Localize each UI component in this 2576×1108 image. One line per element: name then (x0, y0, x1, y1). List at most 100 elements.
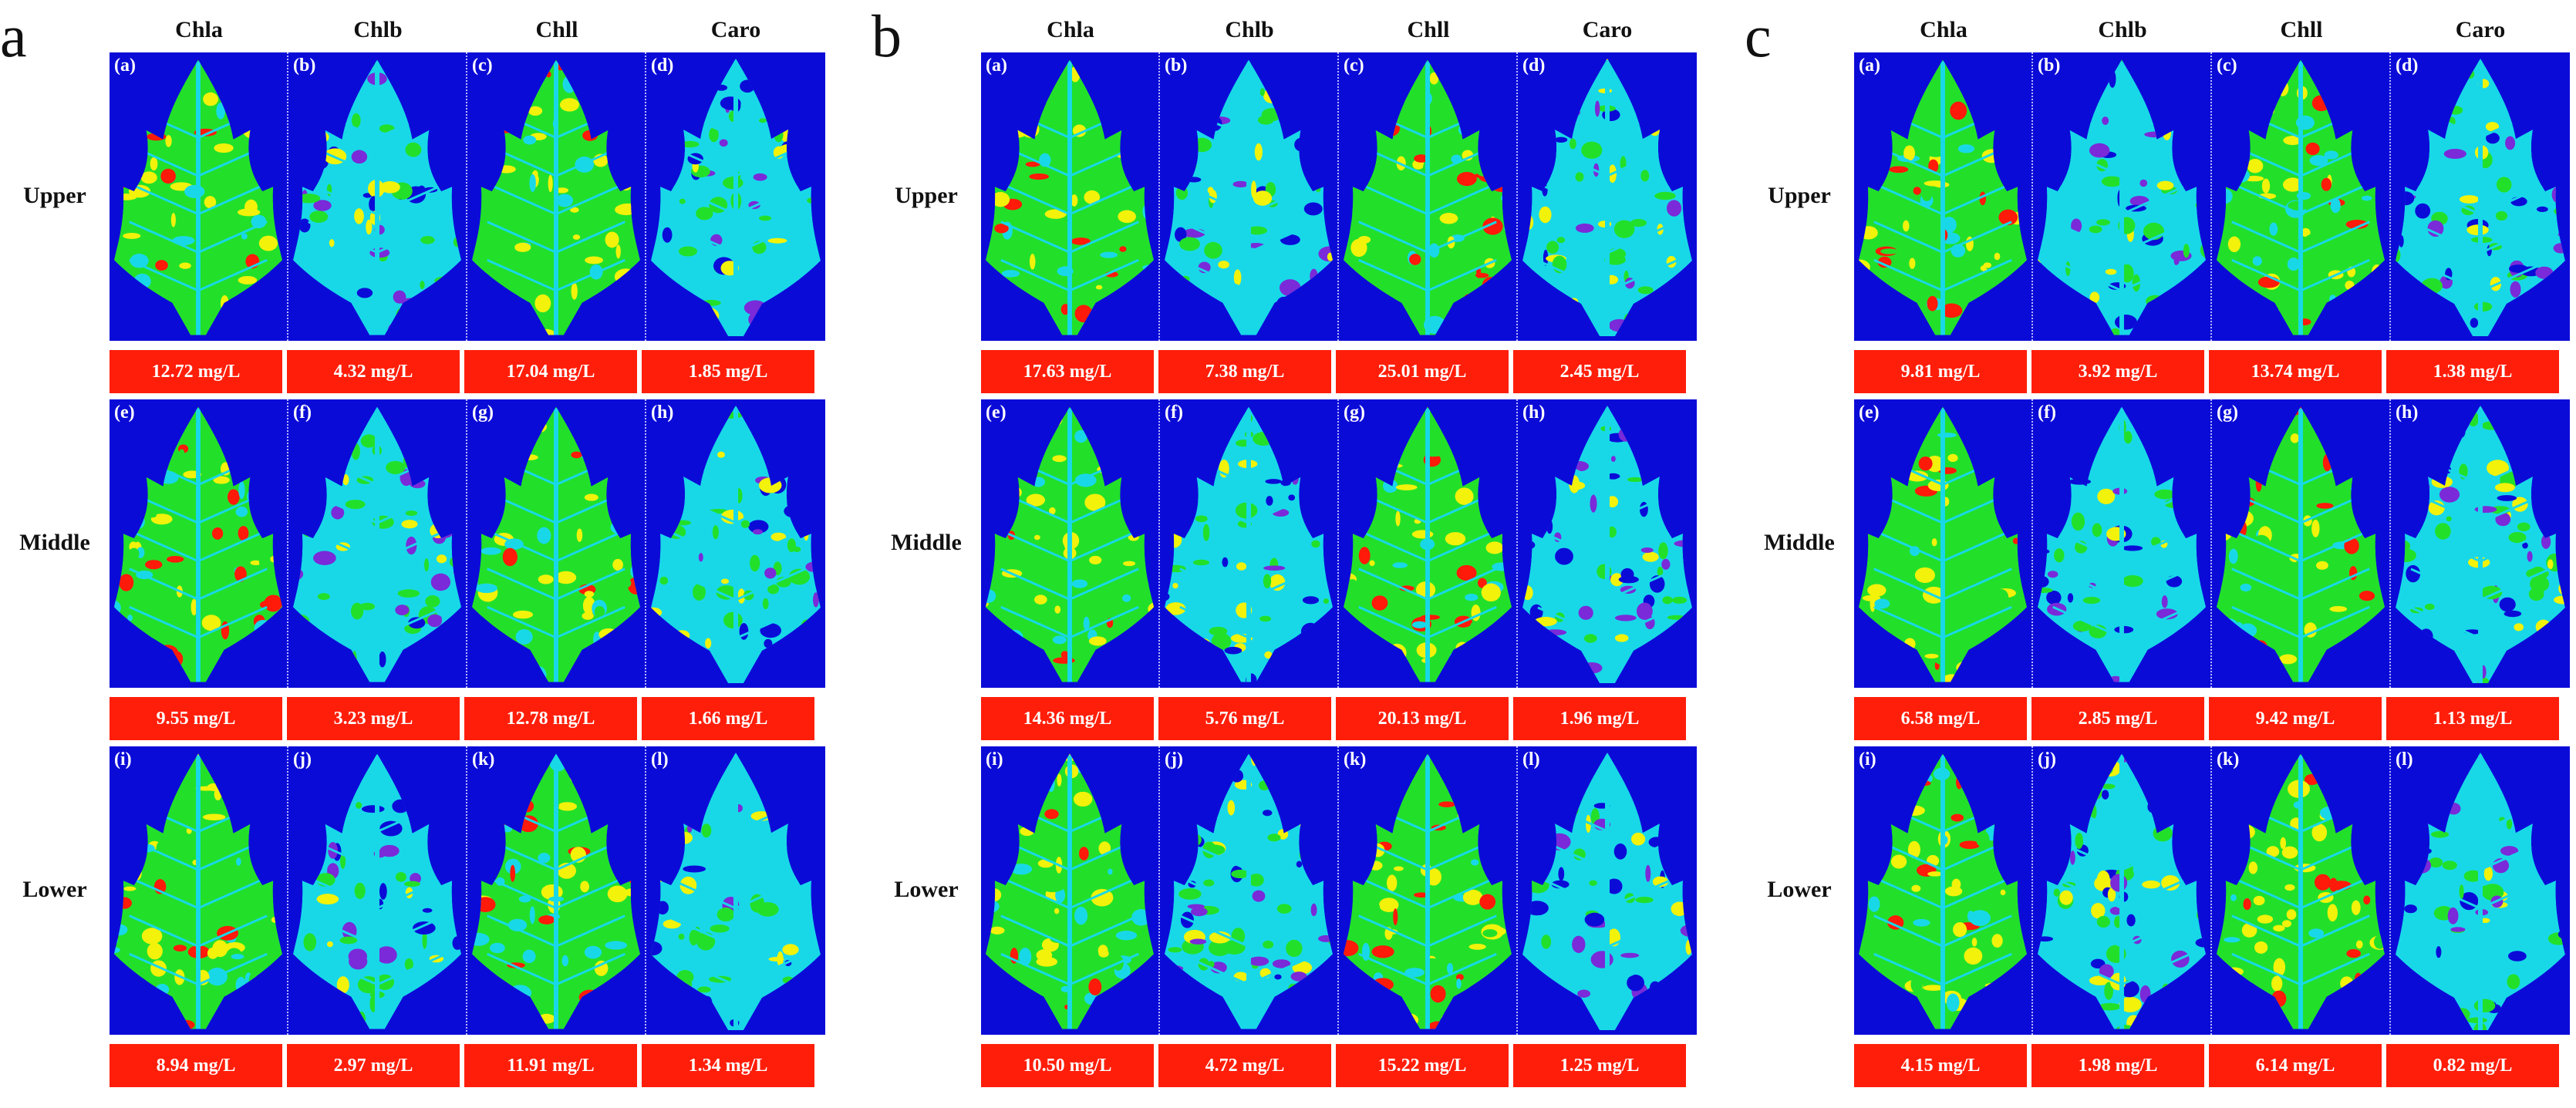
concentration-value: 8.94 mg/L (110, 1044, 282, 1087)
sub-label: (d) (1522, 56, 1546, 76)
leaf-map-cell: (a) (110, 52, 288, 341)
leaf-map-cell: (b) (1160, 52, 1339, 341)
column-header: Chlb (2098, 17, 2147, 42)
concentration-value: 9.81 mg/L (1854, 350, 2027, 393)
sub-label: (f) (1165, 402, 1183, 423)
concentration-value: 1.34 mg/L (642, 1044, 814, 1087)
value-strip: 6.58 mg/L 2.85 mg/L 9.42 mg/L 1.13 mg/L (1854, 697, 2570, 740)
leaf-pseudocolor-icon (2396, 59, 2565, 336)
concentration-value: 25.01 mg/L (1336, 350, 1509, 393)
concentration-value: 9.42 mg/L (2209, 697, 2382, 740)
leaf-image-strip: (e) (f) (g) (h) (981, 399, 1697, 688)
column-header: Chla (1047, 17, 1094, 42)
leaf-map-cell: (k) (1339, 746, 1518, 1035)
leaf-map-cell: (k) (467, 746, 646, 1035)
leaf-pseudocolor-icon (2037, 59, 2207, 335)
sub-label: (a) (1859, 56, 1880, 76)
sub-label: (h) (1522, 402, 1546, 423)
column-header: Chla (175, 17, 223, 42)
leaf-map-cell: (d) (2391, 52, 2570, 341)
sub-label: (f) (293, 402, 312, 423)
sub-label: (c) (472, 56, 493, 76)
leaf-map-cell: (h) (646, 399, 825, 688)
panel-letter: a (0, 2, 27, 69)
leaf-image-strip: (i) (j) (k) (l) (981, 746, 1697, 1035)
value-strip: 4.15 mg/L 1.98 mg/L 6.14 mg/L 0.82 mg/L (1854, 1044, 2570, 1087)
column-header: Chll (1407, 17, 1450, 42)
column-header: Chlb (1225, 17, 1274, 42)
row-label: Upper (1768, 183, 1831, 208)
concentration-value: 1.85 mg/L (642, 350, 814, 393)
concentration-value: 9.55 mg/L (110, 697, 282, 740)
leaf-pseudocolor-icon (2216, 753, 2385, 1029)
sub-label: (g) (1344, 402, 1365, 423)
sub-label: (a) (114, 56, 136, 76)
leaf-image-strip: (e) (f) (g) (h) (1854, 399, 2570, 688)
concentration-value: 6.58 mg/L (1854, 697, 2027, 740)
row-label: Lower (894, 877, 959, 902)
concentration-value: 13.74 mg/L (2209, 350, 2382, 393)
leaf-image-strip: (a) (b) (c) (d) (981, 52, 1697, 341)
leaf-pseudocolor-icon (292, 59, 462, 335)
sub-label: (h) (2396, 402, 2419, 423)
concentration-value: 10.50 mg/L (981, 1044, 1154, 1087)
sub-label: (b) (2038, 56, 2061, 76)
leaf-pseudocolor-icon (2037, 753, 2207, 1029)
leaf-map-cell: (f) (2033, 399, 2212, 688)
concentration-value: 1.96 mg/L (1513, 697, 1686, 740)
row-label: Middle (19, 530, 90, 555)
row-label: Lower (1767, 877, 1832, 902)
leaf-pseudocolor-icon (1858, 406, 2028, 682)
leaf-map-cell: (c) (467, 52, 646, 341)
sub-label: (i) (1859, 749, 1876, 770)
concentration-value: 17.04 mg/L (464, 350, 637, 393)
sub-label: (j) (293, 749, 312, 770)
concentration-value: 0.82 mg/L (2386, 1044, 2559, 1087)
leaf-pseudocolor-icon (985, 406, 1155, 682)
leaf-map-cell: (c) (2212, 52, 2391, 341)
concentration-value: 14.36 mg/L (981, 697, 1154, 740)
value-strip: 10.50 mg/L 4.72 mg/L 15.22 mg/L 1.25 mg/L (981, 1044, 1697, 1087)
sub-label: (c) (2217, 56, 2237, 76)
sub-label: (k) (1344, 749, 1367, 770)
row-label: Middle (891, 530, 962, 555)
row-label: Upper (895, 183, 958, 208)
leaf-pseudocolor-icon (1522, 753, 1692, 1030)
leaf-map-cell: (h) (2391, 399, 2570, 688)
value-strip: 9.55 mg/L 3.23 mg/L 12.78 mg/L 1.66 mg/L (110, 697, 825, 740)
concentration-value: 1.66 mg/L (642, 697, 814, 740)
leaf-pseudocolor-icon (1343, 753, 1512, 1029)
leaf-map-cell: (l) (1518, 746, 1697, 1035)
leaf-pseudocolor-icon (651, 753, 821, 1030)
sub-label: (e) (114, 402, 135, 423)
leaf-map-cell: (g) (2212, 399, 2391, 688)
leaf-pseudocolor-icon (2216, 59, 2385, 335)
sub-label: (e) (986, 402, 1006, 423)
leaf-map-cell: (a) (981, 52, 1160, 341)
leaf-map-cell: (e) (1854, 399, 2033, 688)
leaf-pseudocolor-icon (1522, 406, 1692, 683)
leaf-map-cell: (j) (288, 746, 467, 1035)
leaf-map-cell: (i) (1854, 746, 2033, 1035)
concentration-value: 1.13 mg/L (2386, 697, 2559, 740)
leaf-map-cell: (g) (1339, 399, 1518, 688)
leaf-image-strip: (i) (j) (k) (l) (110, 746, 825, 1035)
concentration-value: 11.91 mg/L (464, 1044, 637, 1087)
leaf-pseudocolor-icon (1858, 59, 2028, 335)
value-strip: 12.72 mg/L 4.32 mg/L 17.04 mg/L 1.85 mg/L (110, 350, 825, 393)
leaf-pseudocolor-icon (1164, 753, 1334, 1029)
sub-label: (k) (2217, 749, 2240, 770)
concentration-value: 1.25 mg/L (1513, 1044, 1686, 1087)
leaf-map-cell: (b) (2033, 52, 2212, 341)
leaf-map-cell: (g) (467, 399, 646, 688)
leaf-pseudocolor-icon (113, 59, 283, 335)
sub-label: (d) (651, 56, 674, 76)
value-strip: 17.63 mg/L 7.38 mg/L 25.01 mg/L 2.45 mg/L (981, 350, 1697, 393)
leaf-map-cell: (f) (1160, 399, 1339, 688)
leaf-pseudocolor-icon (292, 406, 462, 682)
leaf-pseudocolor-icon (2396, 753, 2565, 1030)
leaf-pseudocolor-icon (113, 406, 283, 682)
column-header: Chll (535, 17, 578, 42)
leaf-map-cell: (a) (1854, 52, 2033, 341)
concentration-value: 3.23 mg/L (287, 697, 460, 740)
